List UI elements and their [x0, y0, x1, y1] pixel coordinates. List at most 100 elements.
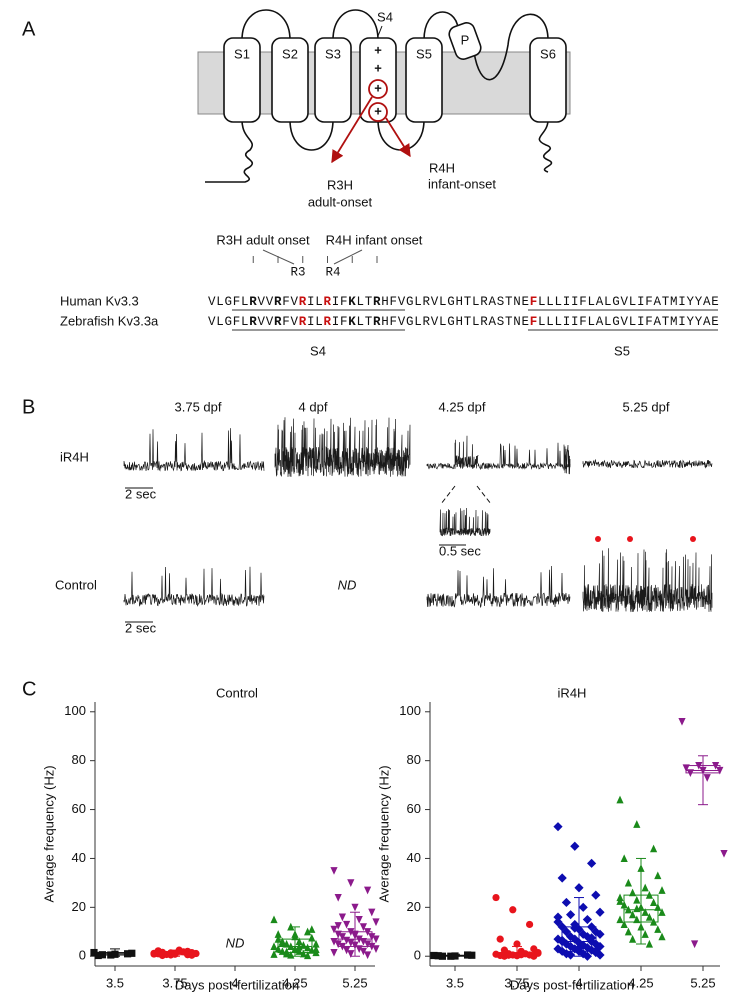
- point: [526, 920, 534, 929]
- charge: +: [374, 103, 382, 118]
- point: [637, 864, 645, 872]
- point: [678, 717, 686, 726]
- segment-label: S4: [310, 343, 326, 358]
- y-tick-label: 60: [72, 801, 86, 816]
- position-label: R3: [290, 265, 305, 279]
- point: [270, 942, 278, 951]
- point: [641, 930, 649, 938]
- point: [338, 913, 346, 922]
- point: [451, 952, 459, 960]
- trace: [439, 507, 491, 537]
- point: [107, 951, 115, 959]
- point: [283, 947, 291, 956]
- point: [372, 945, 380, 953]
- charge: +: [374, 80, 382, 95]
- nd-label: ND: [338, 577, 357, 592]
- point: [566, 950, 576, 960]
- mutation-ring: [368, 102, 388, 122]
- mutation-label: R4H: [429, 160, 455, 175]
- point: [270, 950, 278, 958]
- point: [578, 902, 588, 912]
- point: [591, 939, 601, 949]
- point: [343, 936, 351, 945]
- point: [650, 917, 658, 926]
- trace: [274, 417, 411, 477]
- chart: iR4H 0 20 40 60 80 100 Average frequency (Hz) Da…: [376, 685, 728, 992]
- chart-title: Control: [216, 685, 258, 700]
- chart: Control 0 20 40 60 80 100 Average frequency (Hz…: [41, 685, 380, 992]
- chart-title: iR4H: [558, 685, 587, 700]
- pore-label: P: [461, 32, 470, 47]
- point: [620, 854, 628, 863]
- loop: [332, 9, 379, 41]
- point: [364, 886, 372, 895]
- point: [712, 761, 720, 770]
- point: [574, 938, 584, 948]
- x-axis-label: Days post-fertilization: [510, 977, 634, 992]
- alignment: R3H adult onset R4H infant onset R3 R4 H…: [60, 232, 719, 358]
- point: [359, 947, 367, 956]
- scale-label: 2 sec: [125, 486, 157, 501]
- stage-label: 4.25 dpf: [439, 399, 486, 414]
- helix: [223, 37, 261, 123]
- point: [330, 937, 338, 946]
- point: [633, 895, 641, 904]
- point: [553, 934, 563, 944]
- point: [582, 914, 592, 925]
- point: [591, 946, 601, 956]
- y-axis-label: Average frequency (Hz): [376, 765, 391, 902]
- trace: [582, 548, 713, 613]
- point: [90, 948, 98, 957]
- x-tick-label: 3.5: [106, 975, 124, 990]
- point: [287, 942, 295, 951]
- point: [616, 915, 624, 924]
- trace: [563, 444, 571, 475]
- point: [574, 943, 584, 953]
- point: [561, 949, 571, 959]
- point: [633, 915, 641, 924]
- point: [561, 897, 571, 908]
- point: [355, 915, 363, 924]
- stage-label: 5.25 dpf: [623, 399, 670, 414]
- point: [94, 951, 102, 960]
- point: [364, 940, 372, 949]
- point: [430, 951, 438, 960]
- point: [496, 935, 504, 943]
- point: [595, 929, 605, 939]
- point: [304, 927, 312, 936]
- point: [587, 858, 597, 868]
- point: [703, 774, 711, 782]
- y-tick-label: 0: [414, 948, 421, 963]
- point: [347, 928, 355, 936]
- point: [355, 935, 363, 944]
- point: [513, 940, 521, 948]
- trace: [582, 458, 713, 469]
- loop: [377, 119, 425, 151]
- point: [492, 893, 500, 902]
- point: [591, 927, 601, 937]
- mutation-label: infant-onset: [428, 176, 496, 191]
- nd-label: ND: [226, 935, 245, 950]
- point: [438, 952, 446, 960]
- point: [570, 923, 580, 933]
- leader: [333, 249, 363, 265]
- point: [304, 943, 312, 952]
- x-tick-label: 3.5: [446, 975, 464, 990]
- helix: [271, 37, 309, 123]
- charge: +: [374, 60, 382, 75]
- x-tick-label: 4: [231, 975, 238, 990]
- species-label: Zebrafish Kv3.3a: [60, 313, 159, 328]
- point: [624, 927, 632, 936]
- trace: [426, 462, 456, 470]
- point: [368, 942, 376, 951]
- point: [553, 912, 563, 922]
- panel-label: A: [22, 18, 36, 40]
- point: [372, 935, 380, 944]
- point: [616, 897, 624, 905]
- loop: [423, 11, 549, 81]
- species-label: Human Kv3.3: [60, 293, 139, 308]
- point: [111, 950, 119, 958]
- mutation-label: adult-onset: [308, 194, 373, 209]
- point: [295, 937, 303, 946]
